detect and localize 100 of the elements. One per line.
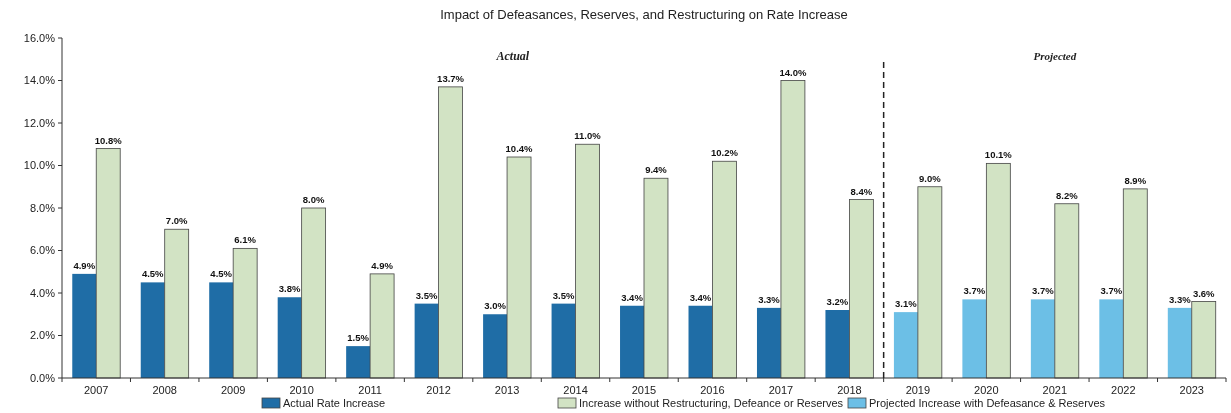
- data-label: 3.6%: [1192, 287, 1216, 299]
- bar: [825, 310, 850, 378]
- bar: [140, 282, 165, 378]
- bar: [1167, 307, 1192, 378]
- x-tick-label: 2017: [768, 384, 794, 396]
- bar: [301, 207, 327, 379]
- data-label: 3.8%: [278, 283, 302, 295]
- bar: [1030, 299, 1055, 378]
- data-label: 10.2%: [710, 147, 739, 159]
- data-label: 8.2%: [1055, 189, 1079, 201]
- data-label: 3.4%: [621, 291, 644, 303]
- x-tick-label: 2021: [1042, 384, 1068, 396]
- bar: [917, 186, 943, 379]
- chart-title: Impact of Defeasances, Reserves, and Restructuring on Rate Increase: [440, 7, 848, 22]
- x-tick-label: 2015: [631, 384, 657, 396]
- data-label: 3.5%: [552, 289, 575, 301]
- bar: [780, 80, 806, 379]
- data-label: 3.5%: [415, 289, 438, 301]
- bar: [232, 247, 258, 379]
- annotation: Projected: [1033, 50, 1077, 62]
- bar: [483, 314, 508, 378]
- data-label: 3.4%: [689, 291, 712, 303]
- legend-label: Projected Increase with Defeasance & Reserves: [869, 397, 1106, 409]
- data-label: 8.9%: [1124, 174, 1147, 186]
- x-tick-label: 2007: [83, 384, 109, 396]
- bar: [346, 346, 371, 378]
- data-label: 11.0%: [574, 130, 602, 142]
- data-label: 3.2%: [826, 296, 849, 307]
- x-tick-label: 2023: [1179, 384, 1205, 396]
- bar: [369, 273, 395, 379]
- x-tick-label: 2013: [494, 384, 520, 396]
- bar: [620, 305, 644, 378]
- x-tick-label: 2022: [1111, 384, 1136, 396]
- bar: [688, 305, 713, 378]
- bar: [277, 297, 302, 378]
- bar: [164, 228, 190, 379]
- data-label: 3.3%: [1168, 293, 1192, 305]
- data-label: 4.5%: [141, 268, 165, 280]
- bar: [72, 273, 97, 378]
- x-tick-label: 2009: [220, 384, 246, 396]
- bar: [575, 143, 600, 379]
- x-tick-label: 2016: [700, 384, 725, 396]
- data-label: 10.1%: [984, 149, 1013, 161]
- data-label: 3.7%: [1032, 285, 1055, 297]
- bar: [985, 162, 1011, 379]
- data-label: 10.4%: [505, 143, 534, 154]
- legend-label: Increase without Restructuring, Defeance or Reserves: [579, 397, 844, 409]
- y-tick-label: 8.0%: [29, 201, 56, 214]
- y-tick-label: 4.0%: [29, 286, 56, 299]
- data-label: 14.0%: [779, 66, 807, 78]
- data-label: 6.1%: [234, 234, 257, 246]
- y-tick-label: 10.0%: [23, 159, 56, 172]
- bar: [1122, 188, 1148, 379]
- bar: [551, 303, 576, 378]
- data-label: 8.4%: [850, 185, 873, 197]
- bar: [1191, 301, 1217, 379]
- bar: [438, 86, 463, 379]
- y-tick-label: 0.0%: [29, 371, 56, 384]
- bar: [962, 299, 987, 378]
- x-tick-label: 2011: [358, 384, 382, 396]
- bar: [849, 199, 874, 379]
- x-tick-label: 2010: [289, 384, 314, 396]
- bar: [506, 156, 532, 379]
- y-tick-label: 16.0%: [23, 31, 56, 44]
- bar: [712, 160, 737, 379]
- data-label: 1.5%: [347, 332, 370, 344]
- y-tick-label: 14.0%: [23, 74, 56, 87]
- data-label: 13.7%: [437, 72, 465, 84]
- data-label: 3.7%: [963, 285, 986, 297]
- bar: [893, 312, 918, 378]
- data-label: 9.0%: [919, 172, 942, 184]
- bar: [1099, 299, 1124, 378]
- y-tick-label: 2.0%: [29, 329, 56, 342]
- x-tick-label: 2018: [837, 384, 862, 396]
- x-tick-label: 2020: [974, 384, 999, 396]
- bar: [1054, 203, 1080, 379]
- bar: [209, 282, 234, 378]
- legend-label: Actual Rate Increase: [283, 397, 386, 409]
- x-tick-label: 2012: [426, 384, 451, 396]
- data-label: 8.0%: [302, 194, 326, 205]
- x-tick-label: 2019: [905, 384, 931, 396]
- data-label: 4.9%: [371, 259, 394, 271]
- data-label: 3.1%: [895, 298, 918, 310]
- x-tick-label: 2014: [563, 384, 588, 396]
- data-label: 4.9%: [73, 259, 96, 271]
- y-tick-label: 12.0%: [23, 116, 56, 129]
- bar: [756, 307, 781, 378]
- bar: [95, 148, 121, 379]
- bar: [414, 303, 439, 378]
- annotation: Actual: [495, 49, 530, 63]
- data-label: 3.3%: [758, 293, 781, 305]
- data-label: 7.0%: [165, 215, 189, 227]
- bar: [643, 177, 669, 379]
- data-label: 3.7%: [1100, 285, 1123, 297]
- x-tick-label: 2008: [152, 384, 177, 396]
- data-label: 4.5%: [210, 268, 233, 280]
- data-label: 10.8%: [94, 134, 123, 146]
- y-tick-label: 6.0%: [29, 244, 56, 257]
- data-label: 3.0%: [484, 300, 507, 312]
- data-label: 9.4%: [645, 164, 668, 176]
